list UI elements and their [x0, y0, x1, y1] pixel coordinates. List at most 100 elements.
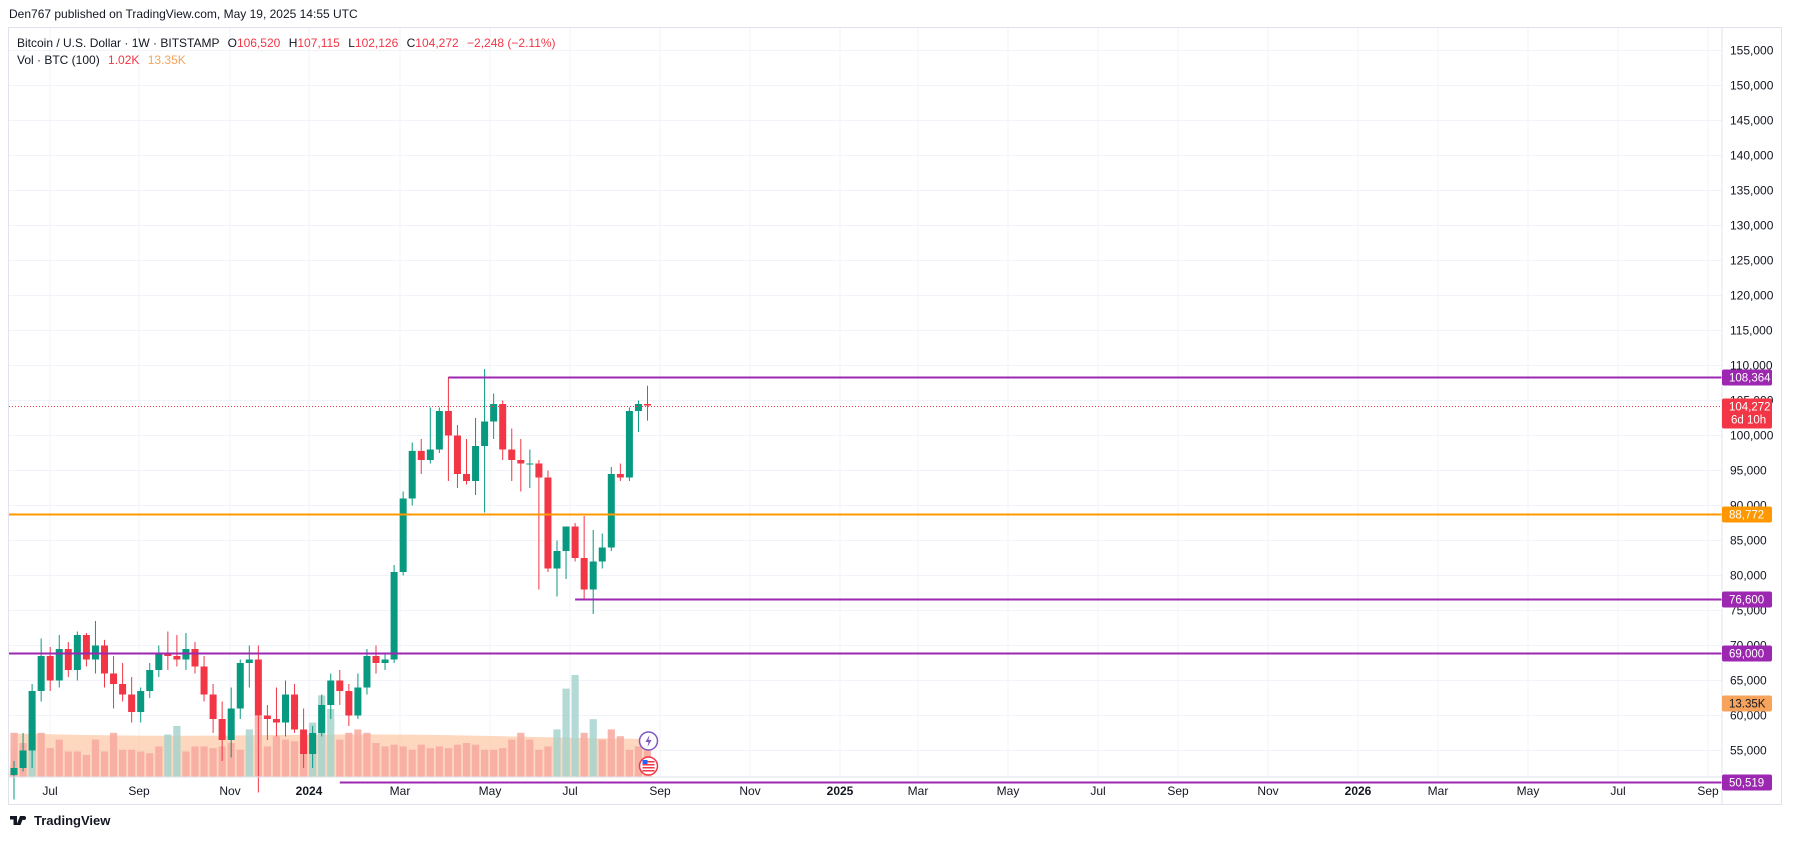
candle-body	[155, 652, 163, 670]
candle-body	[390, 572, 398, 660]
candle-body	[64, 649, 72, 670]
candle-body	[607, 474, 615, 548]
candle	[589, 530, 597, 614]
legend-close-label: C	[406, 36, 416, 50]
level-tag-box	[1722, 369, 1772, 386]
volume-bar	[625, 749, 633, 777]
level-tag-label: 108,364	[1729, 373, 1771, 385]
chart-grid	[9, 28, 1722, 777]
time-tick-label: Mar	[908, 784, 929, 798]
candle-body	[399, 498, 407, 572]
volume-bar	[128, 749, 136, 777]
time-axis: Jul Sep Nov 2024 Mar May Jul Sep Nov 2025 Mar May Ju…	[9, 776, 1722, 798]
tradingview-logo-icon	[10, 815, 26, 825]
candle	[435, 407, 443, 453]
time-tick-label: May	[1517, 784, 1540, 798]
candle-body	[336, 680, 344, 691]
candle-body	[200, 666, 208, 695]
candle	[191, 642, 199, 674]
volume-bar	[290, 741, 299, 777]
candle	[544, 470, 552, 572]
candle-body	[218, 719, 226, 740]
candle	[363, 649, 371, 695]
volume-bar	[109, 732, 118, 777]
candle-body	[291, 694, 299, 730]
volume-bar	[453, 744, 462, 777]
candle-body	[10, 768, 18, 775]
price-tick-label: 80,000	[1730, 569, 1767, 583]
candle-body	[28, 691, 36, 751]
candle	[209, 684, 217, 733]
flag-stripe	[642, 767, 655, 769]
level-tag-box	[1722, 774, 1772, 791]
volume-bar	[64, 751, 72, 777]
volume-bar	[200, 746, 208, 777]
candle-body	[535, 463, 543, 478]
last-price-box	[1722, 398, 1772, 429]
candle-body	[327, 680, 335, 705]
level-price-tag: 50,519	[1722, 774, 1772, 791]
volume-bar	[607, 729, 615, 777]
time-tick-label: Nov	[739, 784, 760, 798]
price-tick-label: 135,000	[1730, 184, 1774, 198]
volume-bar	[426, 748, 434, 777]
volume-bar	[46, 748, 54, 777]
candle-body	[55, 649, 63, 681]
candle	[481, 369, 489, 513]
candle-body	[490, 404, 498, 422]
candle	[119, 663, 127, 702]
candle-body	[19, 750, 27, 768]
candle	[110, 656, 118, 709]
volume-bar	[164, 734, 172, 777]
candle-body	[345, 691, 353, 716]
volume-bar	[526, 739, 534, 777]
price-tick-label: 95,000	[1730, 464, 1767, 478]
candle-body	[580, 558, 588, 590]
last-price-label: 104,272	[1729, 402, 1771, 414]
candle	[499, 400, 507, 460]
candle-body	[472, 446, 480, 481]
chart-frame[interactable]	[8, 27, 1782, 805]
candle-body	[309, 733, 317, 754]
candle-body	[209, 694, 217, 719]
candle	[399, 491, 407, 576]
volume-bar	[562, 688, 570, 777]
event-icons	[638, 731, 659, 776]
time-tick-label: 2026	[1345, 784, 1372, 798]
candle-body	[282, 694, 289, 723]
volume-bar	[580, 732, 588, 777]
candle	[336, 670, 344, 705]
time-tick-label: Jul	[42, 784, 57, 798]
volume-bar	[336, 739, 344, 777]
legend-volume-label: Vol · BTC (100)	[17, 53, 100, 67]
volume-bar	[245, 729, 253, 777]
candle	[571, 523, 579, 562]
candle	[634, 400, 642, 432]
level-tag-box	[1722, 645, 1772, 662]
candle-body	[589, 561, 597, 590]
time-tick-label: May	[479, 784, 502, 798]
volume-bar	[55, 739, 63, 777]
candle	[408, 442, 416, 506]
candle	[535, 460, 543, 590]
price-tick-label: 150,000	[1730, 79, 1774, 93]
candle-body	[236, 663, 244, 709]
candle	[82, 632, 90, 667]
legend-volume-value: 1.02K	[108, 53, 140, 67]
tradingview-footer[interactable]: TradingView	[9, 813, 110, 828]
volume-bar	[218, 746, 226, 777]
price-tick-label: 85,000	[1730, 534, 1767, 548]
volume-bar	[517, 732, 525, 777]
time-tick-label: 2025	[827, 784, 854, 798]
horizontal-levels	[9, 376, 1722, 784]
flag-stripe	[642, 761, 655, 763]
price-tick-label: 130,000	[1730, 219, 1774, 233]
candle-body	[598, 547, 606, 562]
candle	[73, 631, 81, 681]
candle	[354, 673, 362, 719]
lightning-glyph	[645, 735, 652, 747]
candle-body	[173, 656, 181, 660]
price-tick-label: 100,000	[1730, 429, 1774, 443]
footer-brand: TradingView	[34, 813, 111, 828]
